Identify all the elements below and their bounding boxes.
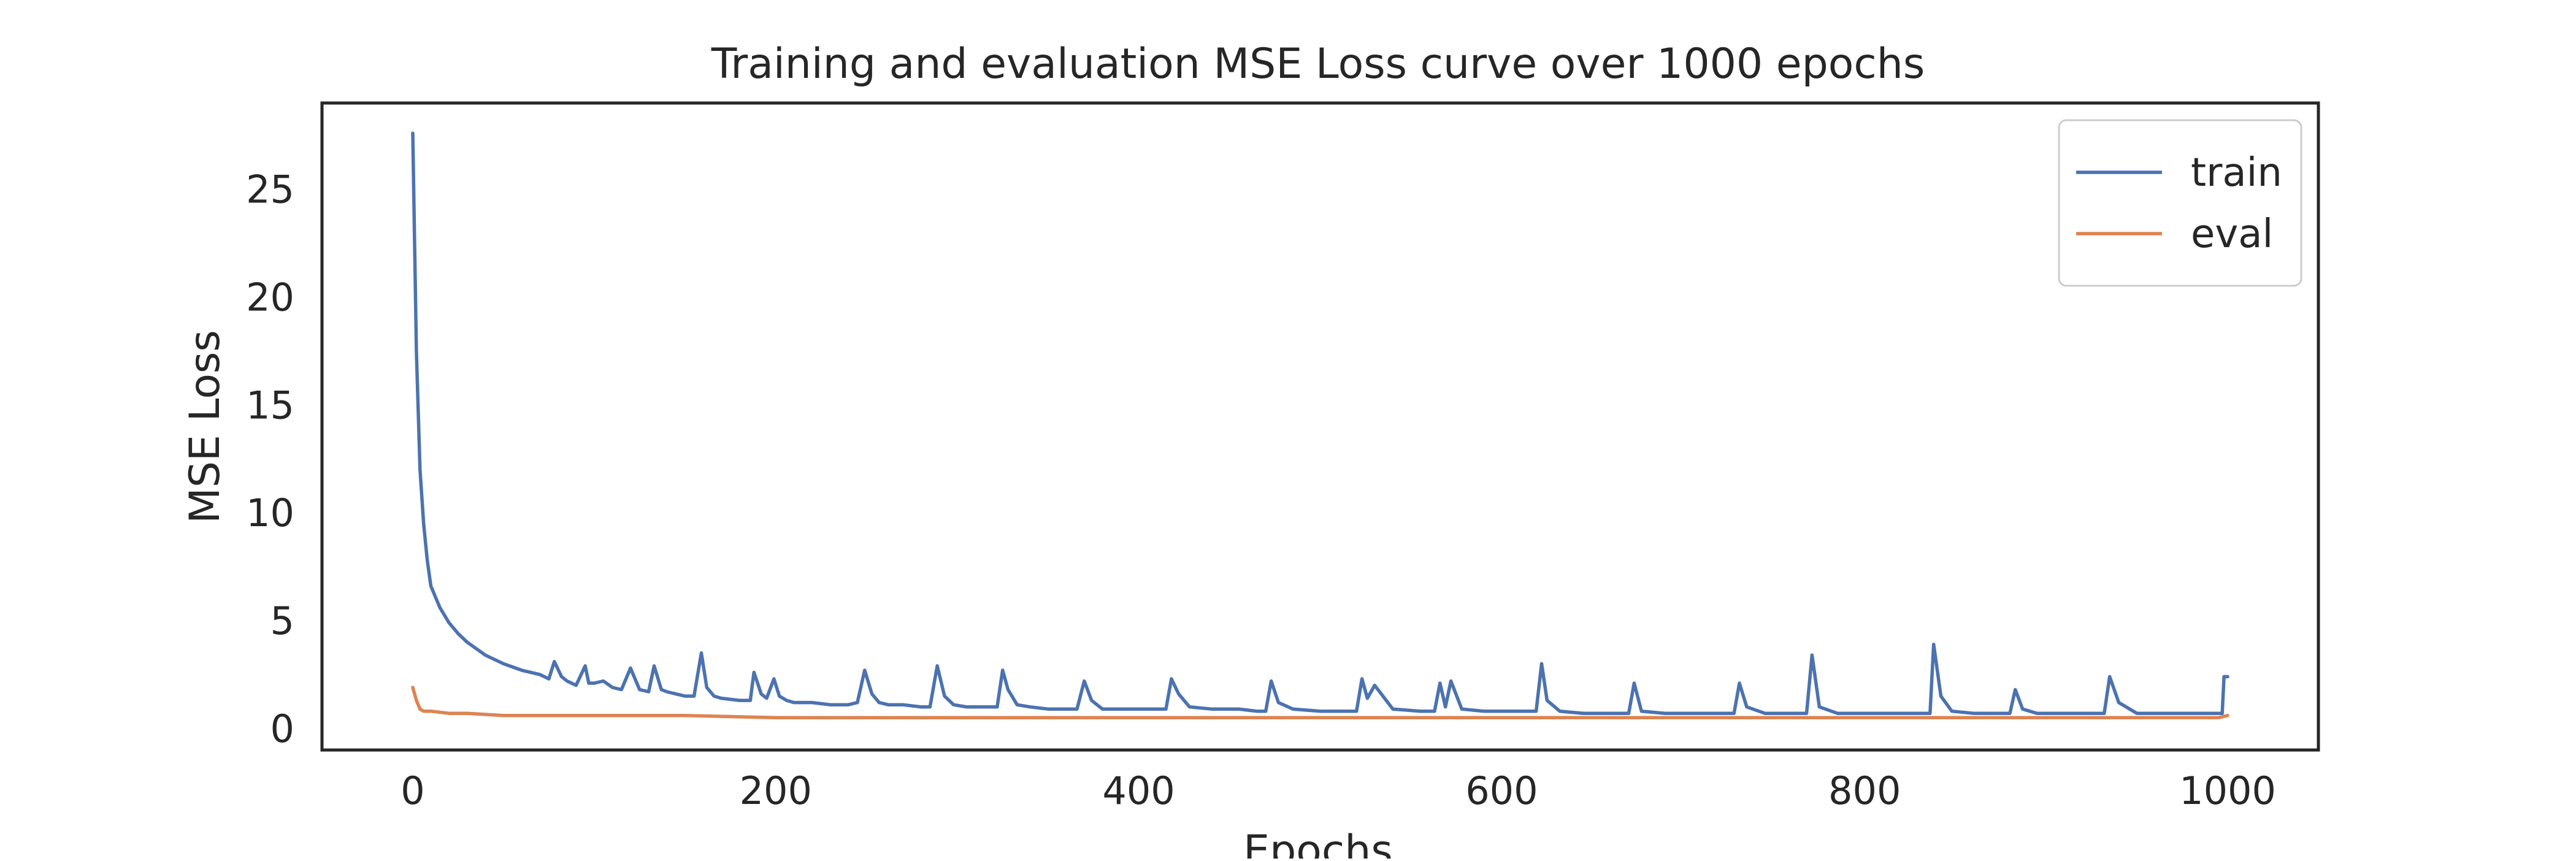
series-line-train [411,131,2229,715]
x-tick-label: 600 [1465,768,1538,813]
legend: train eval [2058,119,2302,287]
legend-label-eval: eval [2191,212,2273,257]
x-tick-label: 800 [1828,768,1901,813]
legend-label-train: train [2191,150,2282,196]
y-tick-label: 15 [246,383,294,427]
legend-box [2058,119,2302,287]
y-tick-label: 10 [246,491,294,535]
y-tick-label: 20 [246,275,294,320]
chart-title: Training and evaluation MSE Loss curve o… [711,40,1925,88]
series-line-eval [411,686,2229,720]
axis-ticks: 0 200 400 600 800 1000 0 5 10 15 20 25 [246,167,2276,813]
plot-area [320,101,2320,752]
x-tick-label: 400 [1102,768,1175,813]
x-tick-label: 200 [740,768,812,813]
y-axis-label: MSE Loss [181,330,229,524]
series-lines [411,131,2229,720]
x-tick-label: 1000 [2179,768,2276,813]
x-axis-label: Epochs [1243,827,1393,859]
y-tick-label: 25 [246,167,294,212]
x-tick-label: 0 [401,768,424,813]
y-tick-label: 5 [270,599,294,643]
y-tick-label: 0 [270,706,294,751]
